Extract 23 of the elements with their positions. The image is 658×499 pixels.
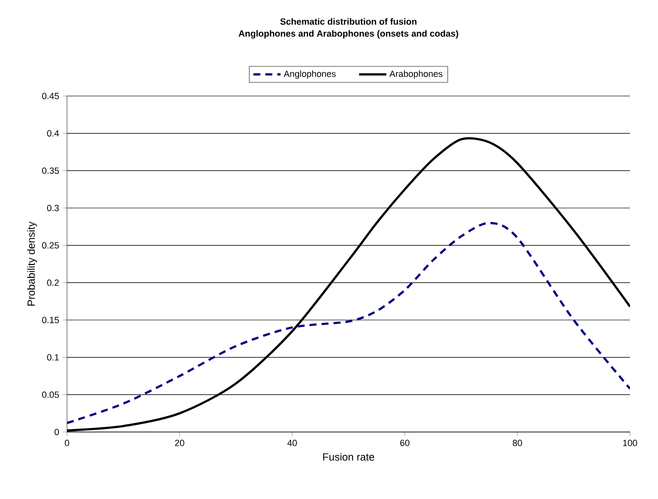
y-tick-label: 0: [54, 428, 59, 436]
y-tick-label: 0.25: [42, 242, 59, 249]
y-tick-label: 0.45: [42, 92, 59, 100]
x-tick-label: 20: [175, 440, 184, 446]
y-tick-label: 0.05: [42, 391, 59, 398]
line-series: [67, 222, 630, 424]
y-tick-label: 0.15: [42, 316, 59, 324]
y-tick-label: 0.35: [42, 167, 59, 174]
x-tick-label: 80: [512, 440, 522, 446]
x-tick-label: 100: [623, 440, 638, 446]
x-tick-label: 60: [400, 440, 410, 446]
legend-label: Anglophones: [284, 70, 336, 79]
y-axis-title: Probability density: [27, 222, 37, 306]
y-tick-label: 0.2: [47, 279, 59, 286]
x-tick-label: 0: [64, 440, 70, 446]
x-axis-title: Fusion rate: [323, 452, 374, 461]
y-tick-label: 0.3: [47, 204, 59, 212]
y-tick-label: 0.4: [47, 130, 59, 137]
chart-title: Schematic distribution of fusion: [280, 18, 416, 25]
y-tick-label: 0.1: [47, 354, 59, 361]
chart-subtitle: Anglophones and Arabophones (onsets and codas): [238, 30, 458, 39]
x-tick-label: 40: [287, 440, 297, 446]
legend-label: Arabophones: [389, 70, 442, 79]
